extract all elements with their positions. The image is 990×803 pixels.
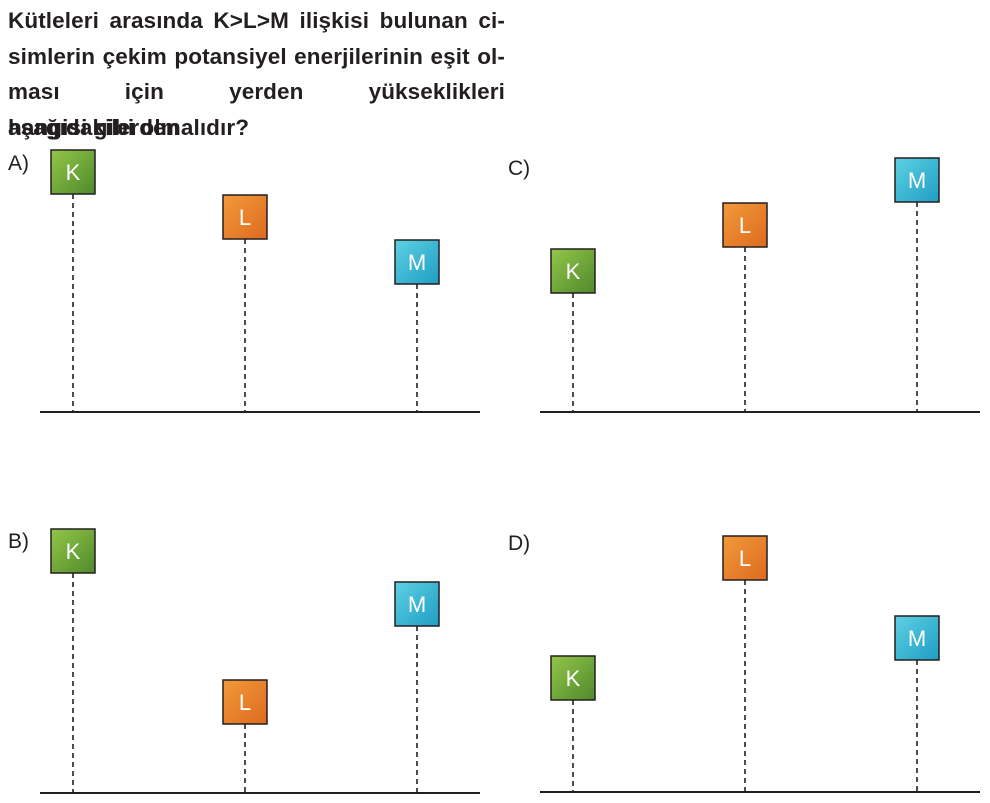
option-a-block-k xyxy=(50,149,96,195)
option-a-diagram[interactable]: K L M xyxy=(30,140,490,425)
option-b-block-m xyxy=(394,581,440,627)
question-text: Kütleleri arasında K>L>M ilişkisi buluna… xyxy=(8,3,505,145)
option-b-block-k xyxy=(50,528,96,574)
option-c-block-label-k: K xyxy=(566,259,581,284)
option-a-block-label-k: K xyxy=(66,160,81,185)
option-b-block-label-l: L xyxy=(239,690,251,715)
option-d-diagram[interactable]: K L M xyxy=(530,520,990,803)
option-a-block-m xyxy=(394,239,440,285)
option-b-label[interactable]: B) xyxy=(8,530,29,553)
option-d-block-k xyxy=(550,655,596,701)
option-c-diagram[interactable]: K L M xyxy=(530,140,990,425)
option-d-block-l xyxy=(722,535,768,581)
question-line-3: ması için yerden yükseklikleri aşağıdaki… xyxy=(8,79,505,140)
option-d-block-label-m: M xyxy=(908,626,926,651)
option-c-block-m xyxy=(894,157,940,203)
option-a-block-label-l: L xyxy=(239,205,251,230)
option-c-block-k xyxy=(550,248,596,294)
option-a-block-l xyxy=(222,194,268,240)
option-d-block-label-k: K xyxy=(566,666,581,691)
option-c-block-l xyxy=(722,202,768,248)
option-b-diagram[interactable]: K L M xyxy=(30,520,490,803)
question-line-4: hangisi gibi olmalıdır? xyxy=(8,114,250,140)
option-a-block-label-m: M xyxy=(408,250,426,275)
option-c-block-label-m: M xyxy=(908,168,926,193)
option-b-block-label-k: K xyxy=(66,539,81,564)
option-c-block-label-l: L xyxy=(739,213,751,238)
option-d-block-m xyxy=(894,615,940,661)
option-d-label[interactable]: D) xyxy=(508,532,531,555)
option-b-block-label-m: M xyxy=(408,592,426,617)
option-c-label[interactable]: C) xyxy=(508,157,531,180)
option-b-block-l xyxy=(222,679,268,725)
question-line-2: simlerin çekim potansiyel enerjilerinin … xyxy=(8,43,505,69)
option-a-label[interactable]: A) xyxy=(8,152,29,175)
option-d-block-label-l: L xyxy=(739,546,751,571)
question-line-1: Kütleleri arasında K>L>M ilişkisi buluna… xyxy=(8,8,505,33)
